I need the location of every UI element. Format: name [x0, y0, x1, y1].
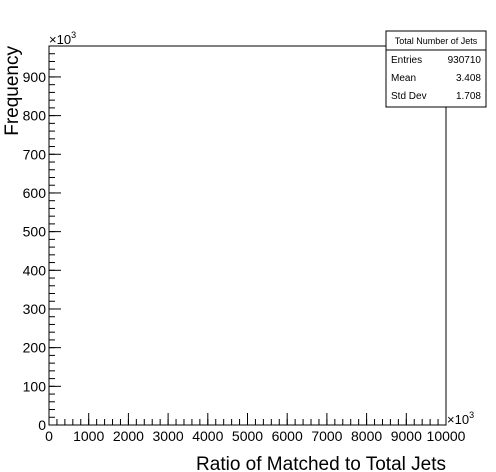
- y-multiplier: ×103: [49, 30, 76, 47]
- x-tick-labels: 0 1000 2000 3000 4000 5000 6000 7000 8000 9000 100…: [45, 428, 466, 444]
- stats-box-frame: [385, 30, 487, 108]
- x-tick-label: 9000: [391, 428, 422, 444]
- stats-stddev-value: 1.708: [456, 91, 481, 102]
- x-tick-label: 4000: [192, 428, 223, 444]
- y-tick-label: 400: [23, 262, 47, 278]
- y-multiplier-exp: 3: [71, 30, 76, 40]
- y-tick-label: 600: [23, 185, 47, 201]
- x-tick-label: 3000: [153, 428, 184, 444]
- x-multiplier: ×103: [447, 410, 474, 427]
- stats-box: Total Number of Jets Entries 930710 Mean…: [385, 30, 487, 108]
- y-tick-label: 0: [38, 417, 46, 433]
- x-multiplier-base: ×10: [447, 412, 469, 427]
- x-tick-label: 1000: [73, 428, 104, 444]
- stats-mean-label: Mean: [391, 73, 416, 84]
- x-major-ticks: [48, 413, 447, 425]
- x-tick-label: 2000: [113, 428, 144, 444]
- stats-stddev-label: Std Dev: [391, 91, 427, 102]
- x-tick-label: 8000: [351, 428, 382, 444]
- y-axis-title: Frequency: [2, 46, 23, 136]
- y-tick-label: 900: [23, 69, 47, 85]
- y-tick-label: 100: [23, 378, 47, 394]
- y-tick-label: 200: [23, 340, 47, 356]
- x-multiplier-exp: 3: [469, 410, 474, 420]
- x-tick-label: 6000: [272, 428, 303, 444]
- stats-mean-value: 3.408: [456, 73, 481, 84]
- x-tick-label: 0: [45, 428, 53, 444]
- x-tick-label: 7000: [311, 428, 342, 444]
- x-tick-label: 10000: [427, 428, 466, 444]
- stats-entries-value: 930710: [448, 55, 482, 66]
- y-multiplier-base: ×10: [49, 32, 71, 47]
- y-major-ticks: [49, 76, 61, 426]
- y-minor-ticks: [49, 45, 55, 426]
- stats-box-title: Total Number of Jets: [395, 36, 478, 46]
- plot-frame: [48, 45, 447, 426]
- y-tick-label: 700: [23, 146, 47, 162]
- stats-entries-label: Entries: [391, 55, 422, 66]
- y-tick-label: 500: [23, 224, 47, 240]
- y-tick-labels: 0 100 200 300 400 500 600 700 800 900: [23, 69, 47, 433]
- x-tick-label: 5000: [232, 428, 263, 444]
- x-axis-title: Ratio of Matched to Total Jets: [196, 454, 446, 472]
- y-tick-label: 800: [23, 108, 47, 124]
- y-tick-label: 300: [23, 301, 47, 317]
